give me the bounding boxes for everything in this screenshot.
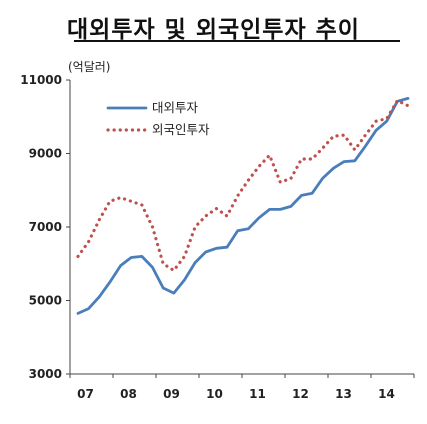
y-tick-label: 5000 <box>29 294 62 308</box>
x-tick-label: 09 <box>163 387 180 401</box>
x-tick-label: 08 <box>120 387 137 401</box>
chart-title: 대외투자 및 외국인투자 추이 <box>67 16 360 43</box>
x-tick-label: 12 <box>292 387 309 401</box>
y-tick-label: 7000 <box>29 220 62 234</box>
legend-label-2: 외국인투자 <box>152 122 210 137</box>
title-underline <box>74 40 400 42</box>
x-tick-label: 11 <box>249 387 266 401</box>
x-tick-label: 14 <box>378 387 395 401</box>
chart-lines <box>76 97 410 315</box>
y-tick-label: 3000 <box>29 367 62 381</box>
x-tick-label: 13 <box>335 387 352 401</box>
y-axis-unit-label: (억달러) <box>68 60 111 74</box>
x-tick-label: 10 <box>206 387 223 401</box>
legend-label-1: 대외투자 <box>152 100 199 115</box>
series-line-1 <box>76 97 410 315</box>
chart-axes: 3000 5000 7000 9000 11000 07 08 09 10 11 12 13 14 <box>20 73 415 401</box>
y-tick-label: 11000 <box>20 73 62 87</box>
series-line-2 <box>76 98 410 272</box>
x-tick-label: 07 <box>77 387 94 401</box>
y-tick-label: 9000 <box>29 147 62 161</box>
